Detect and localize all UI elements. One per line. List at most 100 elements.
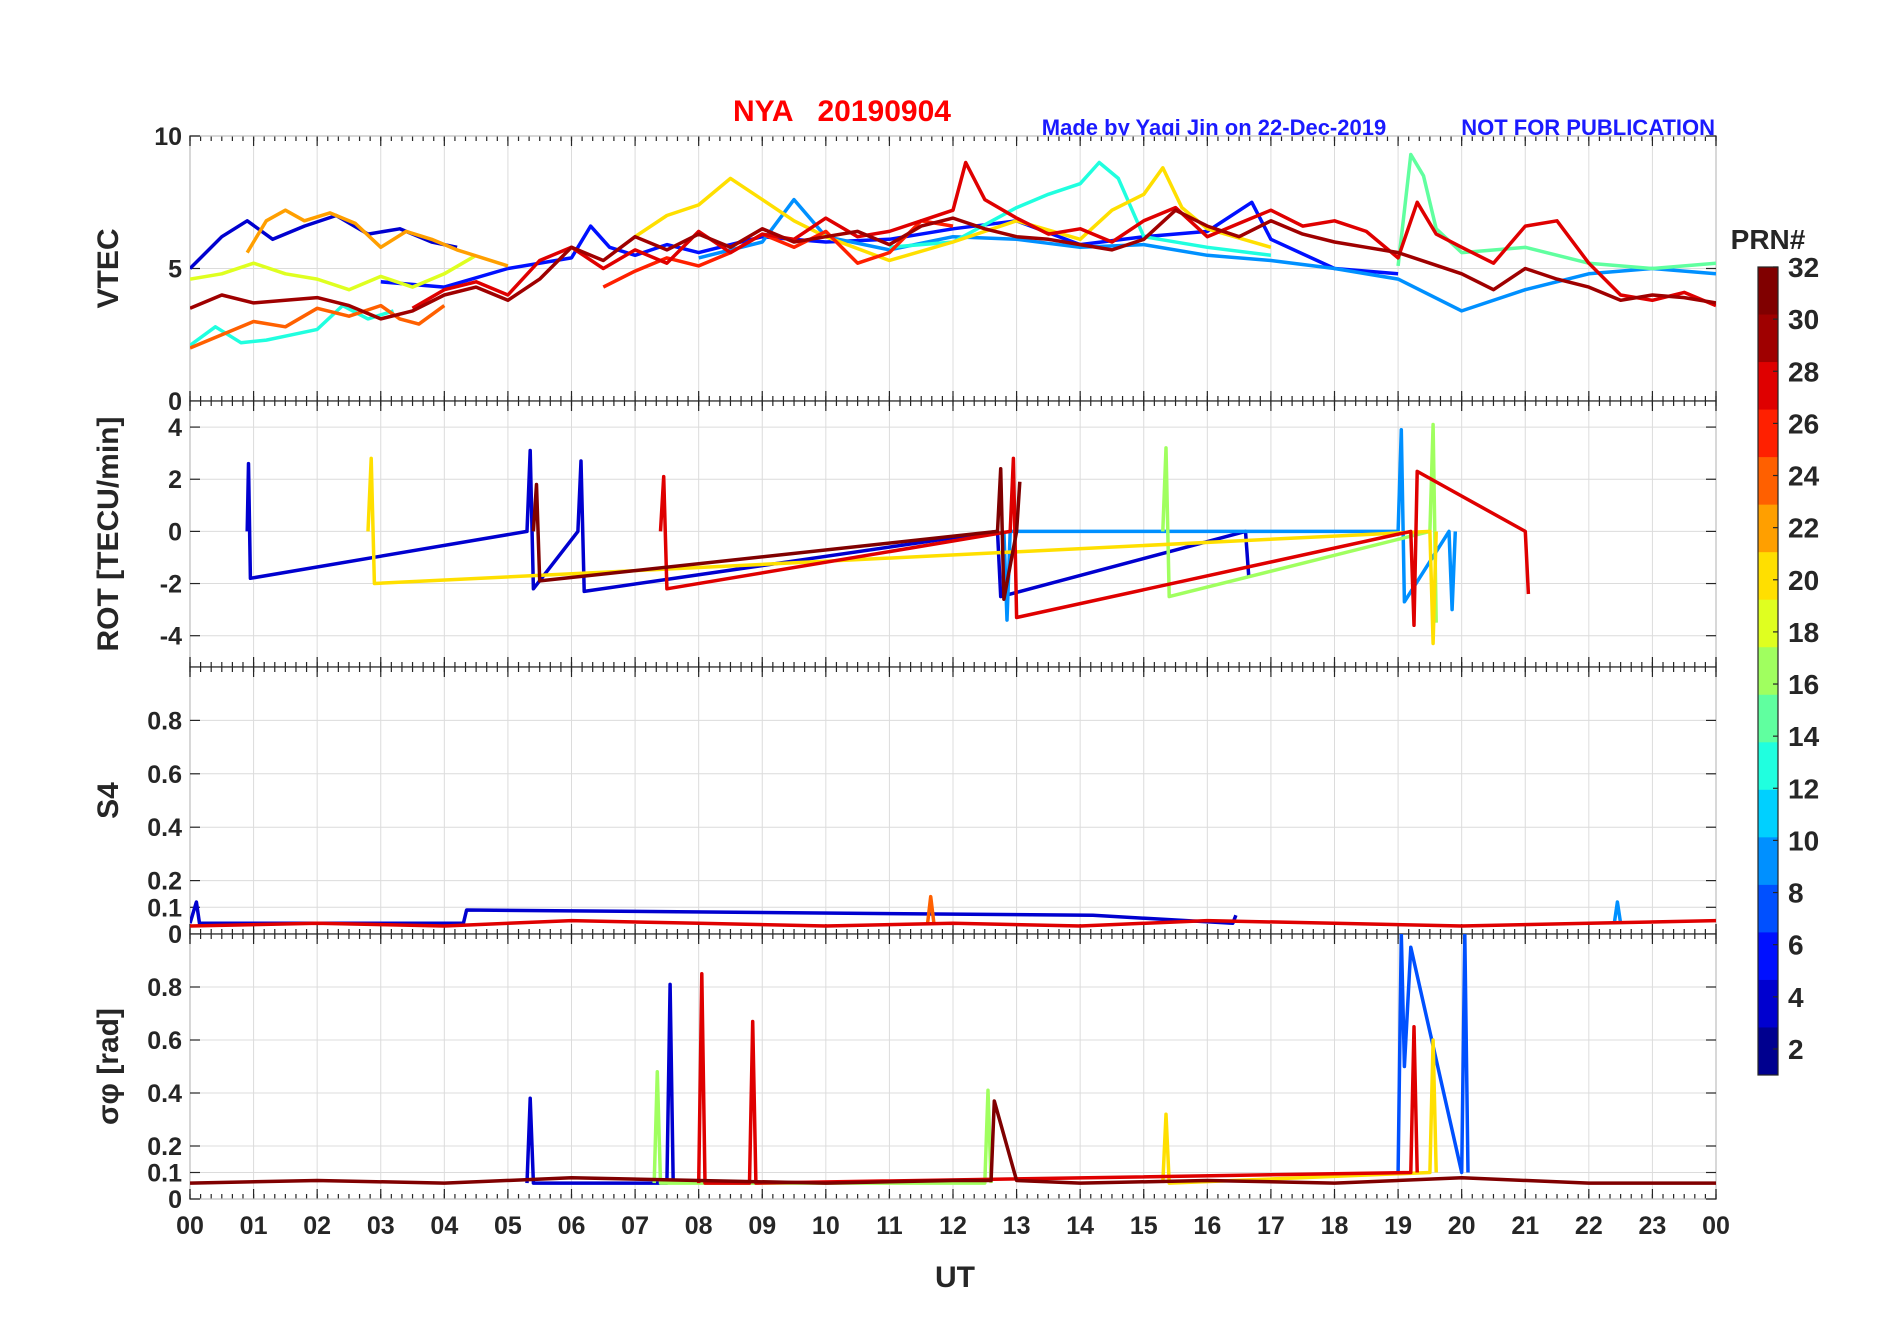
y-tick-label: 0	[168, 1186, 182, 1214]
y-tick-label: 0.6	[147, 761, 182, 789]
colorbar-tick-label: 4	[1788, 982, 1804, 1013]
colorbar-segment	[1758, 504, 1778, 553]
colorbar-tick-label: 26	[1788, 408, 1819, 439]
panel-2: -4 -2 0 2 4 ROT [TECU/min]	[92, 400, 1717, 668]
colorbar-segment	[1758, 742, 1778, 791]
series-prn-9	[1002, 427, 1458, 622]
y-tick-label: 10	[154, 123, 182, 151]
x-tick-label: 11	[876, 1212, 903, 1240]
colorbar-segment	[1758, 694, 1778, 743]
x-tick-label: 17	[1257, 1212, 1285, 1240]
colorbar-segment	[1758, 314, 1778, 363]
series-prn-28	[696, 972, 1419, 1185]
colorbar-title: PRN#	[1731, 224, 1806, 255]
series-prn-20	[366, 456, 1438, 646]
y-tick-label: 0	[168, 388, 182, 416]
colorbar-segment	[1758, 457, 1778, 506]
series-prn-2	[525, 982, 675, 1185]
x-tick-label: 14	[1066, 1212, 1094, 1240]
colorbar-tick-label: 18	[1788, 617, 1819, 648]
series-prn-20	[634, 166, 1272, 263]
y-tick-label: -4	[160, 623, 182, 651]
colorbar-tick-label: 24	[1788, 461, 1820, 492]
series-prn-18	[190, 253, 477, 292]
x-tick-label: 22	[1575, 1212, 1603, 1240]
colorbar-frame	[1757, 266, 1779, 1076]
x-tick-label: 23	[1639, 1212, 1667, 1240]
colorbar-tick-label: 16	[1788, 669, 1819, 700]
series-prn-15	[1396, 152, 1716, 271]
series-prn-21	[1161, 1038, 1438, 1185]
colorbar-segment	[1758, 362, 1778, 411]
y-axis-label: ROT [TECU/min]	[92, 417, 125, 652]
series-prn-28	[658, 456, 1531, 628]
series-prn-5	[380, 200, 1399, 289]
series-prn-9	[1612, 900, 1623, 924]
series-group	[190, 894, 1716, 928]
colorbar-segment	[1758, 884, 1778, 933]
y-tick-label: 2	[168, 466, 182, 494]
x-tick-label: 04	[430, 1212, 458, 1240]
series-prn-32	[531, 467, 1022, 601]
y-axis-label: VTEC	[92, 228, 125, 308]
colorbar-tick-label: 12	[1788, 773, 1819, 804]
colorbar-tick-label: 8	[1788, 878, 1804, 909]
panel-4: 00.10.2 0.4 0.6 0.8 σφ [rad]	[92, 933, 1717, 1214]
y-tick-label: 0.8	[147, 707, 182, 735]
x-tick-label: 07	[621, 1212, 649, 1240]
series-prn-24	[190, 303, 446, 350]
series-group	[190, 152, 1716, 350]
x-tick-label: 01	[240, 1212, 268, 1240]
x-tick-label: 20	[1448, 1212, 1476, 1240]
series-prn-28	[411, 160, 1716, 310]
x-tick-label: 18	[1321, 1212, 1349, 1240]
colorbar-segment	[1758, 267, 1778, 316]
y-tick-label: 0.6	[147, 1027, 182, 1055]
colorbar-tick-label: 30	[1788, 304, 1819, 335]
panel-1: 0 5 10 VTEC	[92, 123, 1717, 416]
series-prn-7	[1396, 934, 1470, 1175]
colorbar-tick-label: 2	[1788, 1034, 1804, 1065]
x-tick-label: 06	[558, 1212, 586, 1240]
y-axis-label: S4	[92, 782, 125, 819]
x-tick-label: 00	[176, 1212, 204, 1240]
x-tick-label: 21	[1511, 1212, 1539, 1240]
series-prn-13	[889, 160, 1272, 258]
series-group	[190, 934, 1716, 1185]
colorbar-tick-label: 10	[1788, 825, 1819, 856]
x-tick-label: 02	[303, 1212, 331, 1240]
y-tick-label: 0.2	[147, 868, 182, 896]
colorbar-segment	[1758, 1027, 1778, 1076]
y-tick-label: 0.2	[147, 1133, 182, 1161]
x-tick-label: 16	[1193, 1212, 1221, 1240]
series-prn-28	[190, 918, 1716, 928]
y-tick-label: 0.4	[147, 1080, 182, 1108]
y-axis-label: σφ [rad]	[92, 1008, 125, 1125]
y-tick-label: 0.1	[147, 894, 182, 922]
series-group	[245, 422, 1531, 646]
colorbar-tick-label: 6	[1788, 930, 1804, 961]
colorbar-segment	[1758, 789, 1778, 838]
colorbar-tick-label: 14	[1788, 721, 1820, 752]
series-prn-16	[1161, 422, 1438, 623]
colorbar-tick-label: 28	[1788, 356, 1819, 387]
x-tick-label: 03	[367, 1212, 395, 1240]
y-tick-label: 0	[168, 921, 182, 949]
series-prn-2	[245, 448, 1251, 599]
colorbar-segment	[1758, 409, 1778, 458]
series-prn-22	[245, 208, 509, 268]
x-tick-label: 00	[1702, 1212, 1730, 1240]
x-tick-label: 19	[1384, 1212, 1412, 1240]
x-tick-label: 09	[748, 1212, 776, 1240]
colorbar-segment	[1758, 837, 1778, 886]
colorbar-segment	[1758, 647, 1778, 696]
y-tick-label: 5	[168, 256, 182, 284]
colorbar-segment	[1758, 599, 1778, 648]
colorbar-segment	[1758, 932, 1778, 981]
x-tick-label: 12	[939, 1212, 967, 1240]
chart-title: NYA 20190904	[733, 95, 951, 128]
series-prn-32	[190, 1099, 1716, 1185]
y-tick-label: 0.8	[147, 974, 182, 1002]
